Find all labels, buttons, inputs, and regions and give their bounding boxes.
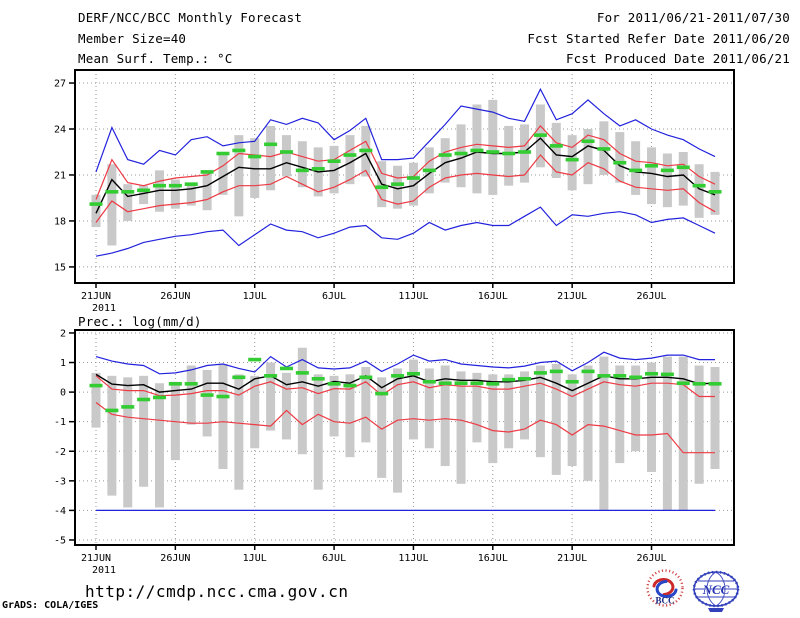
- y-tick-label: 0: [60, 388, 66, 399]
- ncc-logo: NCC: [692, 570, 740, 612]
- bcc-logo-ring-text: [646, 569, 684, 607]
- upper-spread-line: [95, 124, 716, 200]
- member-spread-bars: [91, 99, 720, 246]
- x-tick-label: 1JUL: [243, 291, 267, 302]
- y-tick-label: 1: [60, 358, 66, 369]
- forecast-range-label: For 2011/06/21-2011/07/30: [596, 10, 790, 25]
- x-tick-label: 26JUL: [636, 553, 666, 564]
- lower-spread-line: [95, 402, 715, 454]
- temperature-chart: 21JUN 26JUN 1JUL 6JUL 11JUL 16JUL 21JUL 26JUL 20…: [54, 69, 735, 314]
- ncc-logo-longitude-lines: [706, 571, 726, 607]
- y-tick-label: -4: [54, 506, 66, 517]
- source-url-text: http://cmdp.ncc.cma.gov.cn: [85, 582, 349, 601]
- bcc-logo-label: BCC: [655, 596, 674, 606]
- fcst-started-label: Fcst Started Refer Date 2011/06/20: [527, 31, 790, 46]
- member-size-label: Member Size=40: [78, 31, 187, 46]
- y-tick-label: 18: [54, 216, 66, 227]
- x-tick-label: 21JUN: [81, 291, 111, 302]
- fcst-produced-label: Fcst Produced Date 2011/06/21: [565, 51, 790, 66]
- axis-labels: 21JUN 26JUN 1JUL 6JUL 11JUL 16JUL 21JUL 26JUL20…: [54, 328, 667, 576]
- y-tick-label: 21: [54, 170, 66, 181]
- ensemble-max-line: [95, 87, 716, 173]
- ncc-logo-base: [708, 608, 724, 612]
- y-tick-label: 15: [54, 262, 66, 273]
- x-tick-label: 16JUL: [478, 291, 508, 302]
- x-tick-label: 11JUL: [398, 553, 428, 564]
- grads-credit: GrADS: COLA/IGES: [2, 600, 99, 611]
- y-tick-label: 24: [54, 124, 66, 135]
- chart-frame: [74, 329, 735, 546]
- x-tick-label: 21JUN: [81, 553, 111, 564]
- year-label: 2011: [92, 303, 116, 314]
- ensemble-mean-line: [95, 373, 716, 393]
- x-tick-label: 1JUL: [243, 553, 267, 564]
- x-tick-label: 26JUN: [160, 553, 190, 564]
- bcc-logo-red-swirl: [652, 578, 675, 596]
- y-tick-label: -2: [54, 447, 66, 458]
- bcc-logo-blue-swirl: [655, 580, 678, 598]
- green-dash-markers: [89, 133, 722, 206]
- y-tick-label: -5: [54, 535, 66, 546]
- chart-frame: [74, 69, 735, 284]
- x-tick-label: 11JUL: [398, 291, 428, 302]
- y-tick-label: -1: [54, 417, 66, 428]
- bcc-logo: BCC: [645, 568, 685, 608]
- page-title: DERF/NCC/BCC Monthly Forecast: [78, 10, 303, 25]
- y-tick-label: -3: [54, 476, 66, 487]
- x-tick-label: 26JUL: [636, 291, 666, 302]
- x-tick-label: 16JUL: [478, 553, 508, 564]
- ncc-logo-label: NCC: [702, 582, 730, 597]
- y-tick-label: 27: [54, 79, 66, 90]
- precip-chart-title: Prec.: log(mm/d): [78, 314, 202, 329]
- year-label: 2011: [92, 565, 116, 576]
- bcc-logo-disc: [645, 568, 685, 608]
- ncc-logo-wreath: [692, 570, 740, 608]
- x-tick-label: 21JUL: [557, 291, 587, 302]
- x-tick-label: 6JUL: [322, 553, 346, 564]
- axis-labels: 21JUN 26JUN 1JUL 6JUL 11JUL 16JUL 21JUL 26JUL 20…: [54, 79, 667, 314]
- lower-spread-line: [95, 154, 716, 223]
- x-tick-label: 21JUL: [557, 553, 587, 564]
- ncc-logo-latitude-lines: [695, 580, 737, 598]
- ensemble-min-line: [95, 206, 716, 257]
- temp-chart-title: Mean Surf. Temp.: °C: [78, 51, 233, 66]
- x-tick-label: 6JUL: [322, 291, 346, 302]
- member-spread-bars: [91, 347, 720, 511]
- x-tick-label: 26JUN: [160, 291, 190, 302]
- ensemble-max-line: [95, 351, 715, 375]
- precip-chart: 21JUN 26JUN 1JUL 6JUL 11JUL 16JUL 21JUL 26JUL20…: [54, 328, 735, 576]
- y-tick-label: 2: [60, 328, 66, 339]
- ensemble-mean-line: [95, 137, 716, 214]
- green-dash-markers: [89, 357, 722, 413]
- upper-spread-line: [95, 375, 715, 398]
